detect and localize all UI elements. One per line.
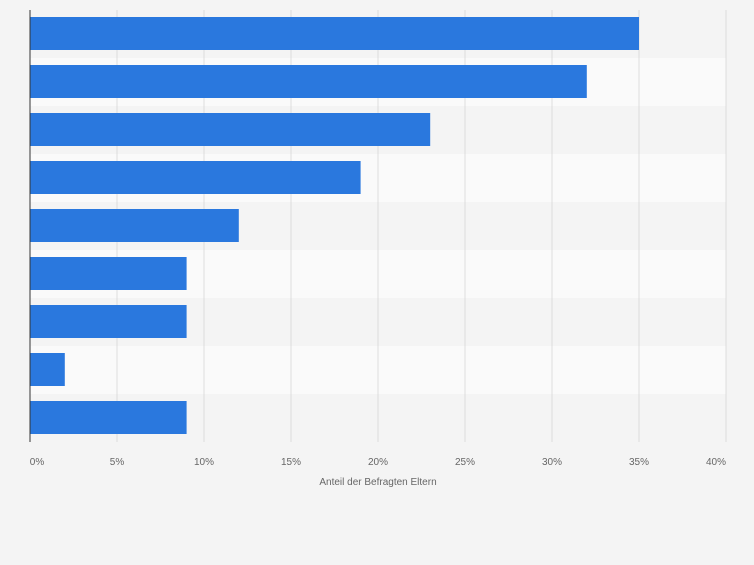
bar [30, 257, 187, 290]
bar [30, 305, 187, 338]
bar [30, 353, 65, 386]
bar [30, 17, 639, 50]
x-tick-label: 40% [706, 457, 726, 468]
bar [30, 161, 361, 194]
x-tick-label: 35% [629, 457, 649, 468]
bar [30, 113, 431, 146]
x-tick-label: 5% [110, 457, 125, 468]
x-axis-label: Anteil der Befragten Eltern [319, 477, 436, 488]
x-tick-label: 0% [30, 457, 45, 468]
bar [30, 209, 239, 242]
x-tick-labels: 0% 5% 10% 15% 20% 25% 30% 35% 40% [30, 457, 726, 468]
x-tick-label: 15% [281, 457, 301, 468]
bars [30, 17, 639, 434]
x-tick-label: 20% [368, 457, 388, 468]
bar [30, 65, 587, 98]
x-tick-label: 10% [194, 457, 214, 468]
x-tick-label: 30% [542, 457, 562, 468]
x-tick-label: 25% [455, 457, 475, 468]
bar [30, 401, 187, 434]
